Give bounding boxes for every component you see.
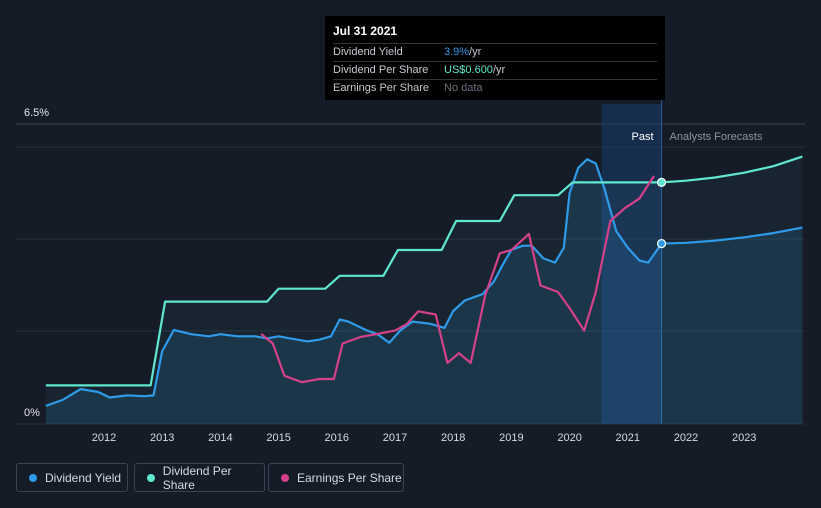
hover-point xyxy=(656,177,667,187)
tooltip-label: Dividend Per Share xyxy=(333,64,429,76)
grid-lines xyxy=(16,123,805,425)
legend-earnings-per-share[interactable]: Earnings Per Share xyxy=(268,463,404,492)
x-tick-label: 2017 xyxy=(383,432,407,444)
series-line-dividend-yield xyxy=(45,158,803,407)
hover-point xyxy=(656,239,667,249)
x-tick-label: 2023 xyxy=(732,432,756,444)
legend-dividend-yield[interactable]: Dividend Yield xyxy=(16,463,128,492)
y-tick-label: 0% xyxy=(24,407,40,419)
series-lines xyxy=(45,155,803,407)
axis-labels: 6.5% 0% 2012 2013 2014 2015 2016 2017 2018 2019 20… xyxy=(24,107,763,444)
tooltip-date: Jul 31 2021 xyxy=(333,24,657,44)
tooltip: Jul 31 2021 Dividend Yield 3.9% /yr Divi… xyxy=(325,16,665,100)
legend-dot-icon xyxy=(147,473,155,482)
forecast-region-label: Analysts Forecasts xyxy=(670,131,763,143)
legend-dot-icon xyxy=(281,473,289,482)
series-area xyxy=(45,159,803,425)
x-tick-label: 2022 xyxy=(674,432,698,444)
y-tick-label: 6.5% xyxy=(24,107,49,119)
x-tick-label: 2018 xyxy=(441,432,465,444)
tooltip-suffix: /yr xyxy=(492,64,506,76)
past-band xyxy=(601,100,663,424)
x-tick-label: 2014 xyxy=(208,432,232,444)
tooltip-value: 3.9% xyxy=(444,46,470,58)
tooltip-suffix: /yr xyxy=(469,46,482,58)
tooltip-value: No data xyxy=(444,82,483,94)
past-highlight-band xyxy=(601,104,662,424)
tooltip-label: Dividend Yield xyxy=(333,46,403,58)
x-tick-label: 2021 xyxy=(616,432,640,444)
tooltip-row-yield: Dividend Yield 3.9% /yr xyxy=(333,44,657,62)
x-tick-label: 2020 xyxy=(557,432,581,444)
legend-label: Dividend Yield xyxy=(45,470,122,485)
tooltip-value: US$0.600 xyxy=(444,64,493,76)
tooltip-label: Earnings Per Share xyxy=(333,82,429,94)
x-tick-label: 2015 xyxy=(266,432,290,444)
series-line-dividend-per-share xyxy=(45,155,803,387)
series-line-earnings-per-share xyxy=(260,175,655,384)
hover-markers xyxy=(656,177,667,249)
tooltip-row-eps: Earnings Per Share No data xyxy=(333,80,657,97)
legend-dot-icon xyxy=(29,473,37,482)
series-areas xyxy=(45,156,803,425)
x-tick-label: 2016 xyxy=(325,432,349,444)
x-tick-label: 2013 xyxy=(150,432,174,444)
legend-label: Dividend Per Share xyxy=(162,463,232,492)
series-area xyxy=(45,156,803,424)
tooltip-row-dps: Dividend Per Share US$0.600 /yr xyxy=(333,62,657,80)
legend-dividend-per-share[interactable]: Dividend Per Share xyxy=(134,463,265,492)
x-tick-label: 2012 xyxy=(92,432,116,444)
past-region-label: Past xyxy=(632,131,654,143)
x-tick-label: 2019 xyxy=(499,432,523,444)
legend-label: Earnings Per Share xyxy=(297,470,402,485)
